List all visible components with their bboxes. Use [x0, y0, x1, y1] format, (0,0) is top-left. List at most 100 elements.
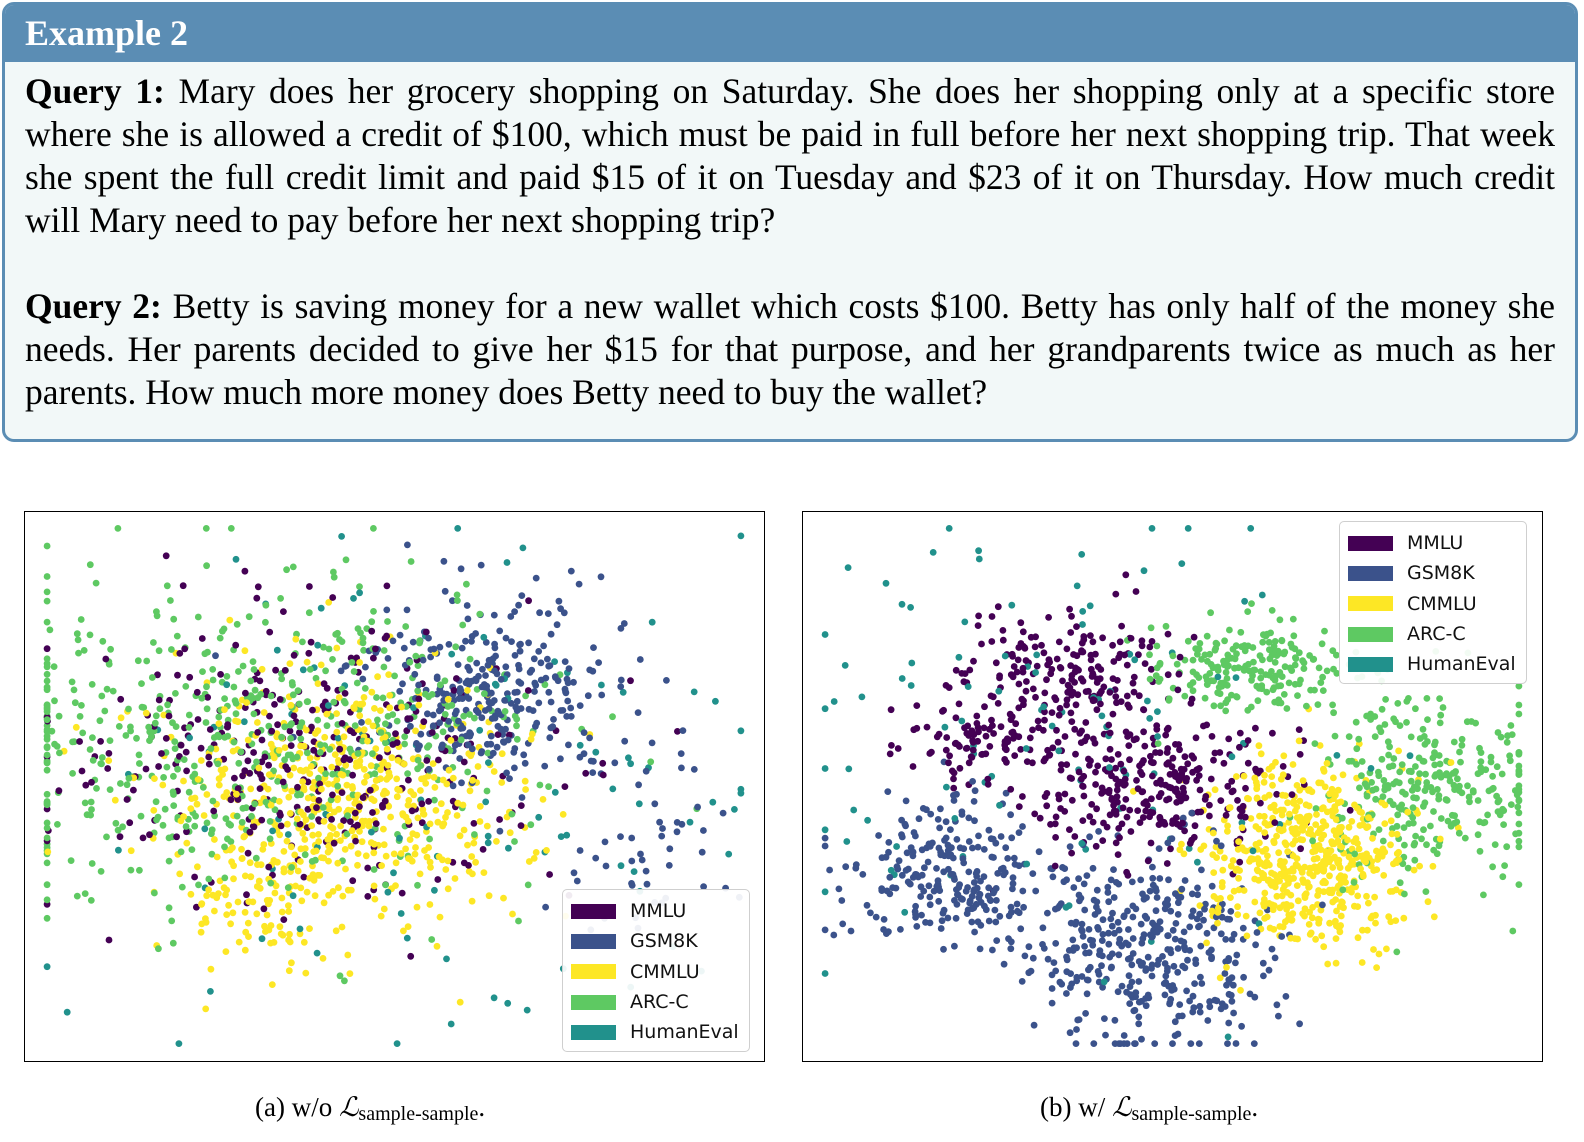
point-gsm8k: [1009, 874, 1017, 882]
point-arc-c: [436, 681, 444, 689]
point-arc-c: [1430, 846, 1438, 854]
point-cmmlu: [1289, 910, 1297, 918]
point-gsm8k: [1089, 937, 1096, 945]
point-cmmlu: [1260, 896, 1268, 903]
point-cmmlu: [429, 760, 437, 767]
point-humaneval: [563, 831, 571, 839]
point-gsm8k: [1174, 911, 1182, 918]
point-gsm8k: [546, 662, 554, 669]
point-gsm8k: [1184, 956, 1191, 964]
point-mmlu: [1106, 689, 1114, 696]
point-cmmlu: [490, 768, 498, 775]
point-mmlu: [313, 804, 320, 812]
point-arc-c: [182, 823, 190, 830]
point-mmlu: [1041, 689, 1049, 697]
point-arc-c: [43, 660, 51, 667]
point-arc-c: [1403, 719, 1410, 726]
point-humaneval: [476, 726, 484, 734]
point-arc-c: [1390, 780, 1397, 788]
legend-swatch: [571, 1024, 616, 1040]
point-gsm8k: [1052, 940, 1060, 947]
point-cmmlu: [439, 820, 447, 828]
point-humaneval: [1184, 525, 1192, 532]
point-gsm8k: [532, 722, 539, 730]
point-gsm8k: [970, 879, 978, 886]
point-cmmlu: [312, 730, 319, 737]
point-arc-c: [359, 639, 367, 647]
point-mmlu: [162, 735, 170, 742]
point-mmlu: [1200, 722, 1207, 730]
point-gsm8k: [570, 678, 577, 686]
point-mmlu: [1244, 737, 1252, 744]
point-cmmlu: [436, 913, 444, 921]
point-cmmlu: [1232, 866, 1240, 874]
point-mmlu: [1046, 751, 1054, 759]
point-gsm8k: [1127, 991, 1134, 998]
point-arc-c: [1371, 713, 1379, 720]
point-humaneval: [368, 828, 375, 836]
point-gsm8k: [950, 797, 958, 804]
point-arc-c: [1338, 814, 1346, 822]
point-mmlu: [1089, 638, 1097, 646]
point-arc-c: [1381, 721, 1389, 728]
point-gsm8k: [429, 711, 437, 719]
point-gsm8k: [1177, 937, 1185, 945]
point-cmmlu: [344, 806, 352, 814]
point-gsm8k: [547, 630, 555, 638]
point-mmlu: [123, 796, 131, 803]
point-cmmlu: [194, 776, 202, 783]
point-mmlu: [271, 701, 278, 708]
point-arc-c: [296, 723, 304, 731]
point-mmlu: [423, 757, 431, 764]
point-gsm8k: [835, 885, 843, 893]
point-arc-c: [1265, 638, 1273, 646]
point-arc-c: [238, 818, 246, 826]
point-gsm8k: [479, 665, 486, 673]
point-gsm8k: [1000, 960, 1008, 968]
point-gsm8k: [977, 898, 985, 906]
point-arc-c: [316, 749, 324, 756]
point-cmmlu: [286, 771, 294, 779]
point-mmlu: [1141, 742, 1149, 750]
caption-a-loss-subscript: sample-sample: [358, 1103, 479, 1125]
point-arc-c: [1297, 676, 1304, 684]
point-arc-c: [1263, 688, 1271, 696]
point-cmmlu: [1285, 819, 1293, 826]
point-gsm8k: [1164, 839, 1172, 847]
point-arc-c: [1303, 702, 1310, 710]
point-mmlu: [1220, 759, 1228, 767]
point-arc-c: [1509, 927, 1517, 935]
point-humaneval: [1040, 703, 1048, 711]
point-arc-c: [322, 667, 329, 675]
point-cmmlu: [270, 939, 278, 946]
point-gsm8k: [993, 897, 1000, 904]
point-cmmlu: [1287, 934, 1295, 942]
point-cmmlu: [1259, 848, 1267, 855]
point-gsm8k: [1099, 952, 1106, 960]
point-gsm8k: [557, 755, 564, 763]
point-gsm8k: [1049, 873, 1057, 881]
point-mmlu: [376, 754, 383, 762]
point-mmlu: [154, 671, 161, 679]
point-gsm8k: [1174, 945, 1182, 952]
point-mmlu: [1271, 819, 1279, 826]
point-gsm8k: [821, 926, 829, 934]
point-arc-c: [1431, 749, 1438, 757]
point-gsm8k: [520, 751, 528, 759]
point-gsm8k: [1175, 1012, 1183, 1020]
point-cmmlu: [1294, 897, 1302, 905]
point-mmlu: [1217, 797, 1225, 804]
point-arc-c: [1436, 760, 1444, 768]
point-arc-c: [138, 703, 146, 711]
point-cmmlu: [384, 774, 392, 781]
point-cmmlu: [297, 858, 304, 865]
point-mmlu: [1031, 643, 1039, 651]
point-arc-c: [1419, 725, 1427, 733]
point-mmlu: [1148, 795, 1155, 803]
point-mmlu: [1053, 726, 1060, 734]
point-humaneval: [1247, 525, 1255, 532]
point-mmlu: [582, 769, 590, 777]
point-gsm8k: [885, 839, 893, 846]
point-cmmlu: [338, 923, 346, 931]
point-arc-c: [43, 677, 51, 685]
